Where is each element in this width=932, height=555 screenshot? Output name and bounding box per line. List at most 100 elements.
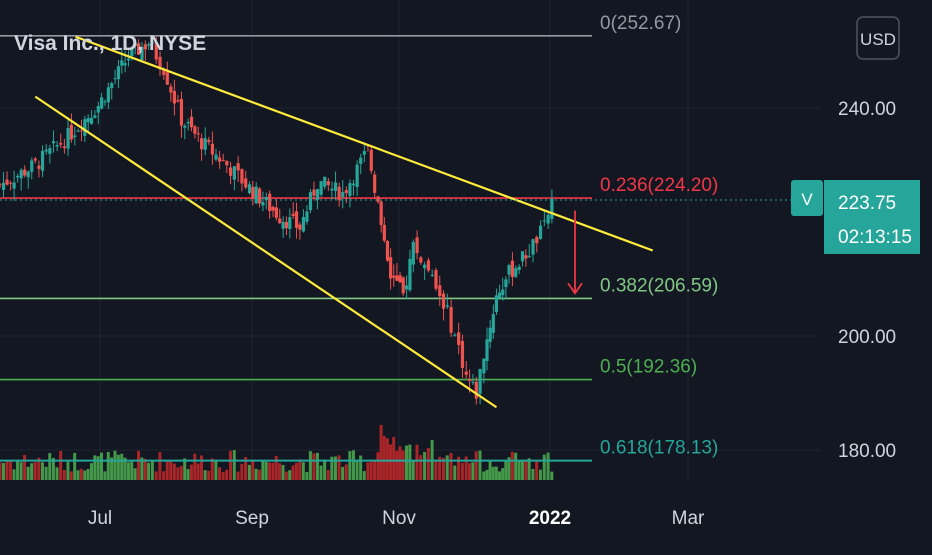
volume-bar	[501, 468, 505, 480]
price-axis: 240.00 200.00 180.00	[838, 99, 896, 462]
volume-bar	[76, 470, 80, 480]
volume-bar	[19, 462, 23, 480]
candle-body	[254, 186, 258, 204]
volume-bar	[228, 450, 232, 480]
candle-body	[268, 193, 272, 212]
volume-bar	[69, 471, 73, 480]
candle-body	[193, 126, 197, 134]
grid-lines	[0, 0, 820, 480]
candle-body	[228, 167, 233, 176]
candle-body	[126, 58, 131, 61]
time-tick-label: Nov	[382, 508, 416, 529]
volume-bar	[301, 462, 305, 480]
candle-body	[179, 98, 184, 126]
volume-bar	[366, 462, 370, 480]
candle-body	[44, 149, 48, 152]
volume-bar	[8, 461, 12, 480]
candle-body	[524, 255, 528, 259]
candle-body	[312, 189, 316, 196]
candle-body	[73, 135, 77, 138]
candle-body	[415, 237, 419, 254]
chart-title: Visa Inc., 1D, NYSE	[14, 32, 206, 55]
time-tick-label: Jul	[88, 508, 112, 529]
volume-bar	[517, 460, 521, 480]
volume-bar	[236, 471, 240, 480]
volume-bar	[23, 454, 27, 480]
symbol-badge	[791, 180, 823, 216]
volume-bar	[55, 467, 59, 480]
fib-levels: 0(252.67) 0.236(224.20) 0.382(206.59) 0.5(1…	[0, 13, 718, 462]
candle-body	[40, 150, 45, 171]
candle-body	[23, 169, 27, 176]
volume-bar	[482, 471, 486, 480]
candle-body	[351, 183, 356, 186]
candle-body	[116, 66, 121, 80]
price-tick-label: 200.00	[838, 327, 896, 348]
volume-bar	[308, 451, 312, 480]
volume-bar	[284, 471, 288, 480]
volume-bar	[110, 457, 114, 480]
volume-bar	[183, 458, 187, 480]
volume-bar	[326, 469, 330, 480]
last-price-label	[824, 180, 920, 254]
candle-body	[294, 211, 299, 228]
volume-bar	[0, 462, 2, 480]
volume-bar	[535, 461, 539, 480]
symbol-label: V	[801, 190, 813, 209]
volume-bar	[467, 463, 471, 480]
volume-bar	[271, 462, 275, 480]
volume-bar	[137, 450, 141, 480]
volume-bar	[196, 463, 200, 480]
volume-bar	[474, 451, 478, 480]
volume-bar	[147, 462, 151, 480]
candle-body	[379, 201, 383, 225]
volume-bar	[498, 471, 502, 480]
candle-body	[176, 100, 180, 102]
volume-bar	[298, 459, 302, 480]
projection-arrow	[567, 210, 583, 295]
candle-body	[464, 371, 468, 375]
candle-body	[401, 277, 405, 294]
candle-body	[333, 182, 338, 191]
volume-bar	[254, 468, 258, 480]
volume-bar	[186, 469, 190, 480]
volume-bar	[172, 463, 176, 480]
volume-bar	[344, 464, 348, 480]
candle-body	[130, 47, 134, 57]
volume-bar	[315, 452, 319, 480]
volume-bar	[244, 457, 248, 480]
candle-body	[535, 236, 539, 244]
volume-bar	[268, 462, 272, 480]
candle-body	[5, 179, 9, 185]
price-tick-label: 180.00	[838, 441, 896, 462]
candle-body	[520, 251, 525, 262]
candle-body	[96, 105, 100, 113]
candle-body	[186, 122, 190, 124]
candle-body	[183, 125, 187, 128]
candle-body	[423, 264, 427, 269]
candle-body	[261, 201, 265, 206]
candle-body	[542, 220, 546, 222]
volume-bar	[382, 436, 386, 480]
candle-body	[103, 101, 107, 103]
candle-body	[305, 211, 309, 222]
volume-bar	[355, 459, 359, 480]
candle-body	[382, 224, 386, 241]
time-tick-label: Sep	[235, 508, 269, 529]
volume-bar	[264, 461, 268, 480]
trendline-lower	[34, 95, 498, 409]
candle-body	[478, 369, 482, 394]
volume-bar	[51, 457, 55, 480]
candle-body	[271, 206, 275, 211]
last-price-value: 223.75	[838, 193, 896, 214]
volume-bar	[218, 467, 222, 480]
volume-bar	[26, 466, 30, 480]
candle-body	[19, 170, 23, 179]
volume-bar	[162, 471, 166, 480]
currency-button[interactable]	[856, 16, 900, 60]
volume-bar	[337, 455, 341, 480]
candle-body	[26, 171, 30, 178]
volume-bar	[126, 462, 130, 480]
